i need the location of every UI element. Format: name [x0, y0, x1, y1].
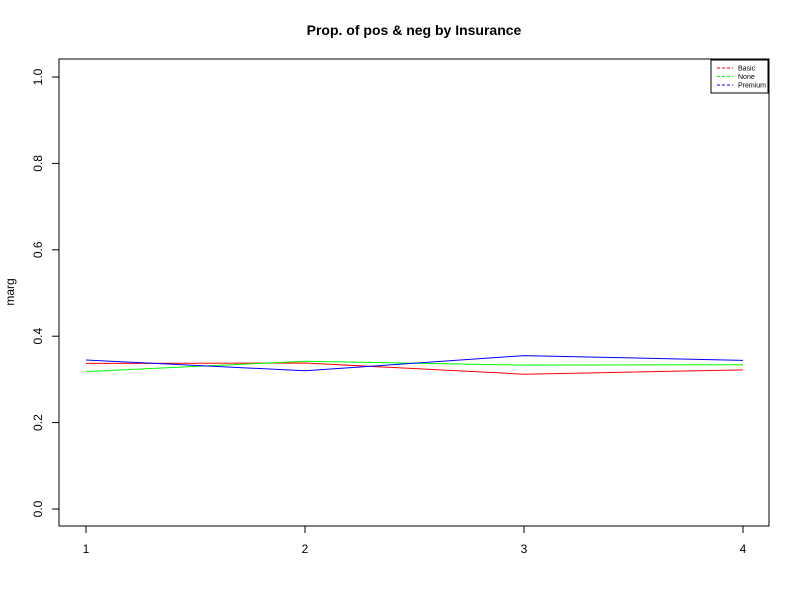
- y-tick-label: 0.2: [31, 414, 45, 431]
- x-tick-label: 2: [302, 542, 309, 556]
- y-axis: 0.0 0.2 0.4 0.6 0.8 1.0: [31, 68, 60, 517]
- legend-label-basic: Basic: [738, 66, 756, 73]
- x-tick-label: 3: [521, 542, 528, 556]
- y-tick-label: 0.4: [31, 328, 45, 345]
- x-axis: 1 2 3 4: [83, 525, 747, 556]
- series-layer: [85, 355, 744, 375]
- x-tick-label: 4: [740, 542, 747, 556]
- series-line-basic: [85, 362, 744, 375]
- y-axis-label: marg: [3, 278, 17, 305]
- y-tick-label: 1.0: [31, 68, 45, 85]
- y-tick-label: 0.0: [31, 500, 45, 517]
- x-tick-label: 1: [83, 542, 90, 556]
- series-line-premium: [85, 355, 744, 372]
- legend-box: [710, 59, 769, 94]
- y-tick-label: 0.8: [31, 155, 45, 172]
- legend-label-none: None: [738, 74, 755, 81]
- chart-title: Prop. of pos & neg by Insurance: [307, 22, 522, 38]
- plot-frame: [58, 58, 770, 527]
- y-tick-label: 0.6: [31, 241, 45, 258]
- legend-label-premium: Premium: [738, 83, 766, 90]
